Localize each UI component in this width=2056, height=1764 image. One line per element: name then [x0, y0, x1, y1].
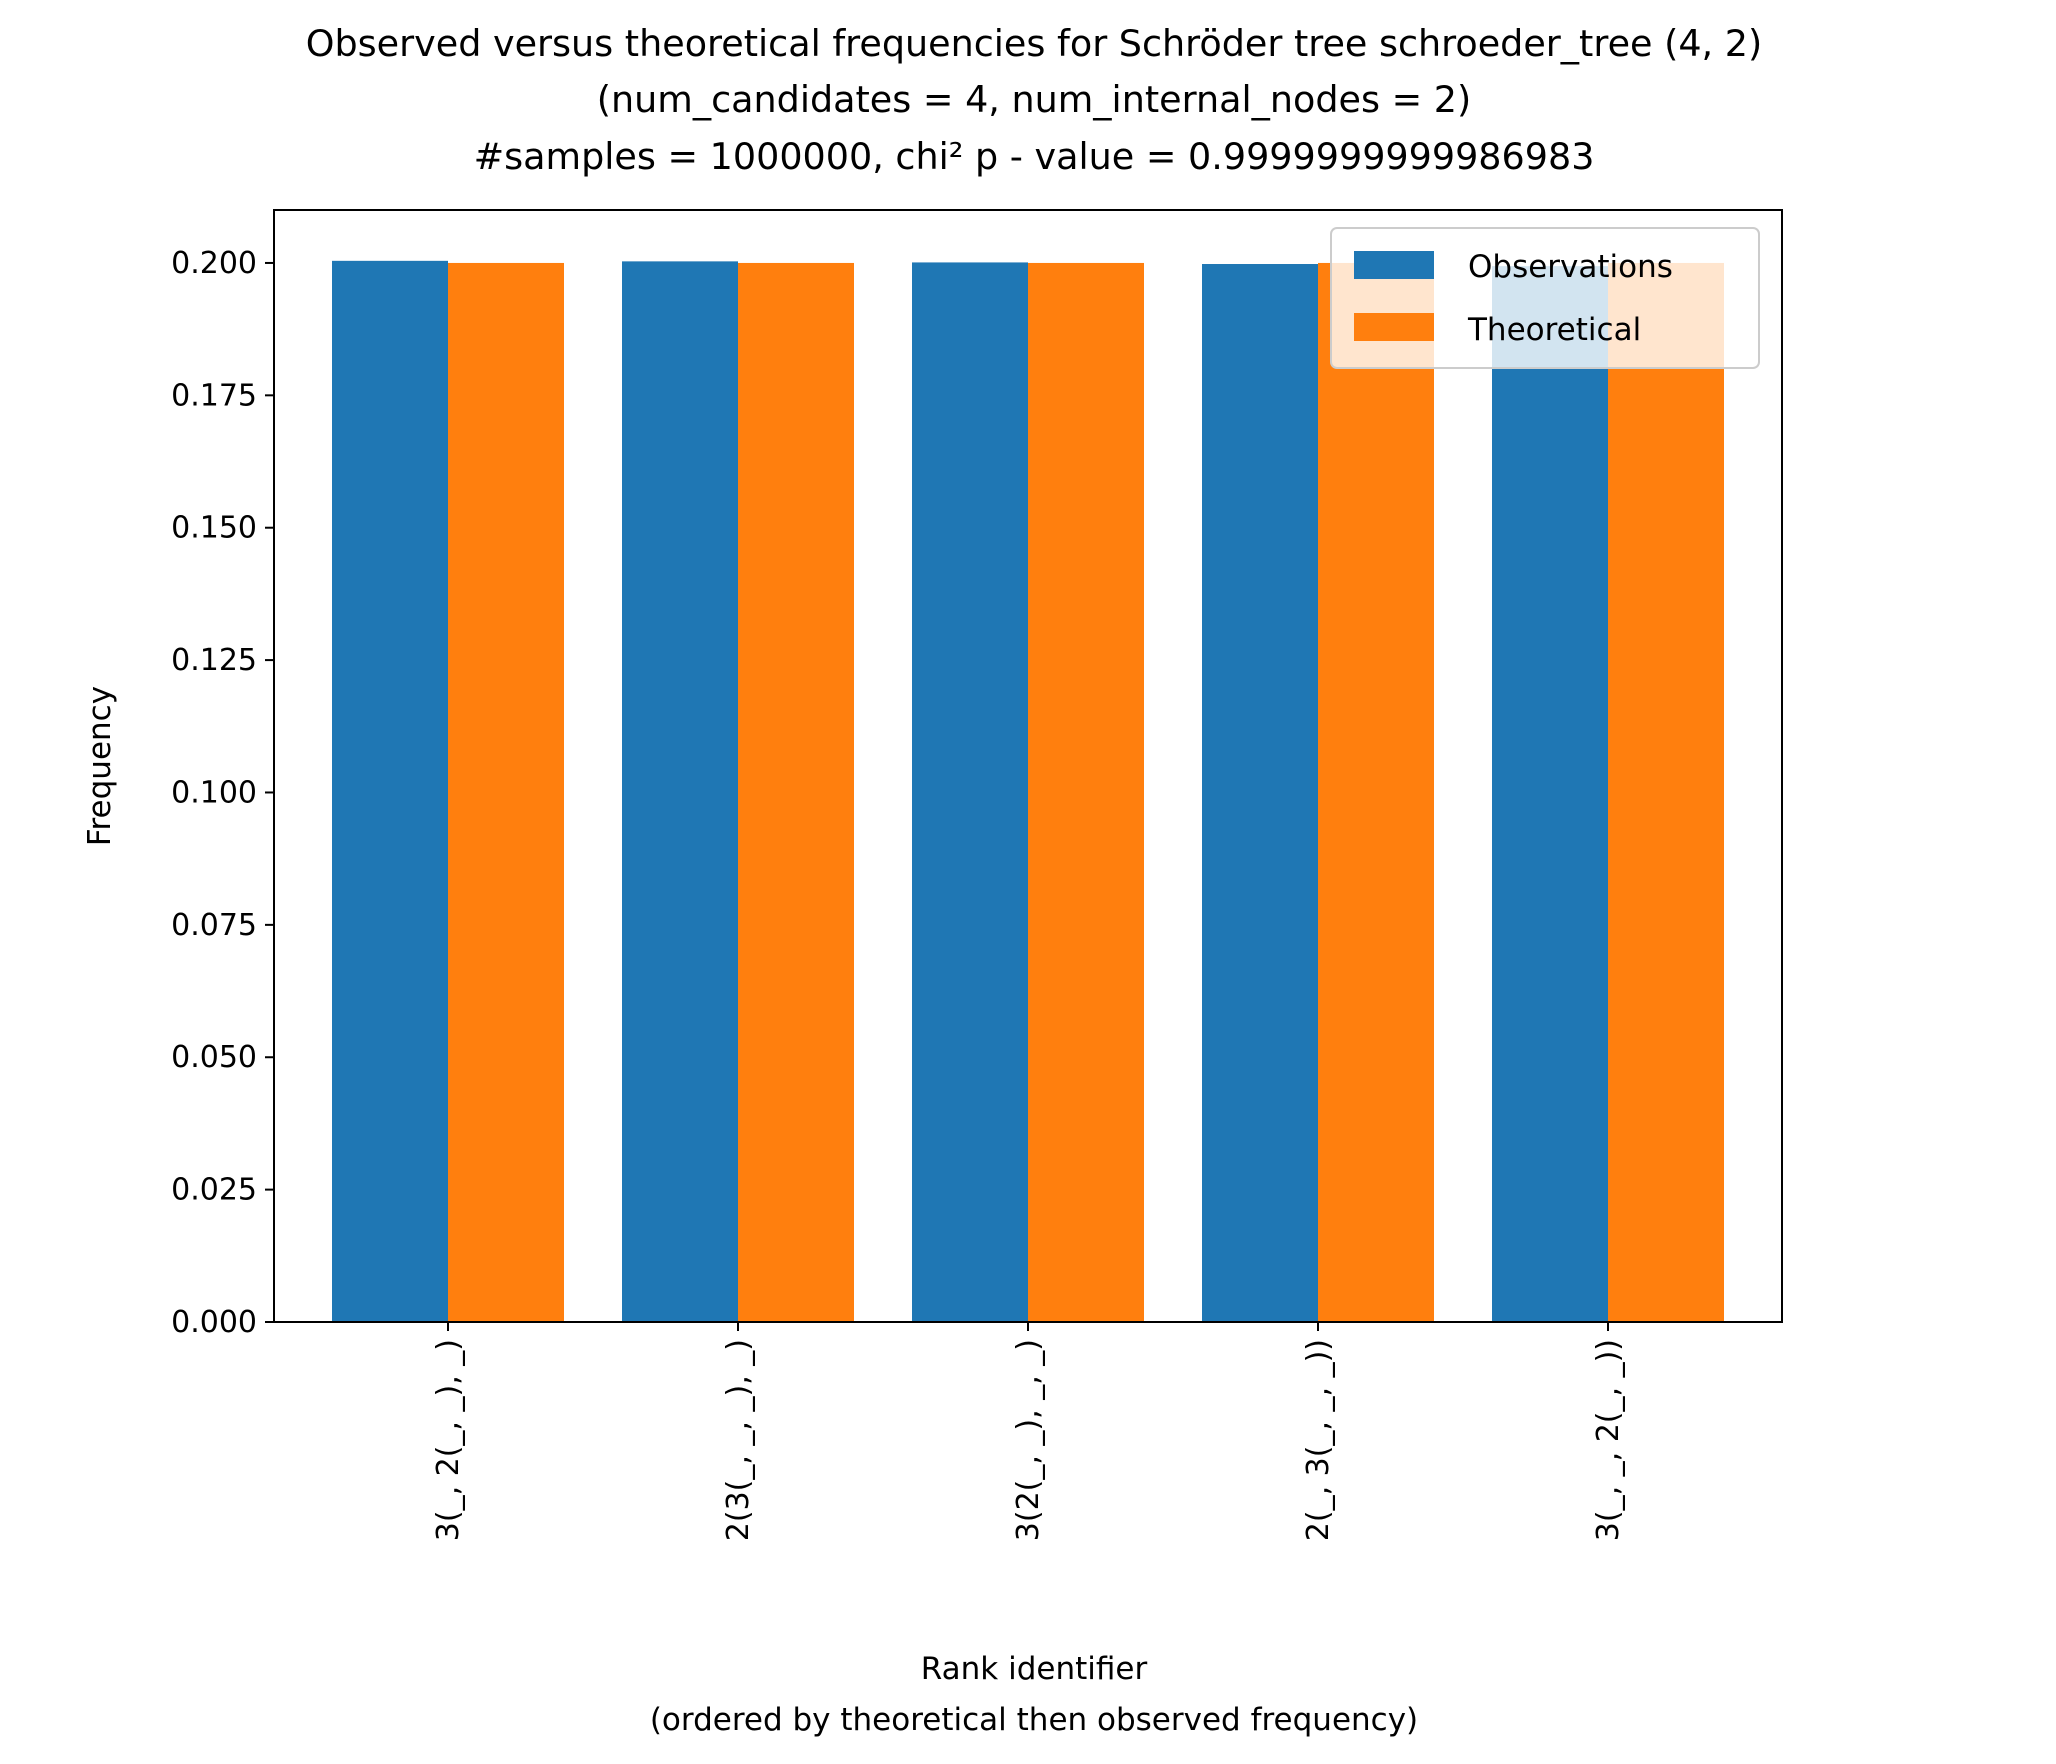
y-tick-label: 0.075 [171, 908, 257, 943]
bar-observations-2 [622, 261, 738, 1323]
y-tick-label: 0.100 [171, 775, 257, 810]
y-tick-label: 0.175 [171, 378, 257, 413]
x-tick-label: 2(3(_, _, _), _) [721, 1339, 756, 1541]
x-tick-label: 2(_, 3(_, _, _)) [1301, 1339, 1336, 1541]
y-axis-label: Frequency [82, 686, 118, 846]
bar-observations-4 [1202, 264, 1318, 1322]
bar-theoretical-2 [738, 262, 854, 1322]
legend-label-theoretical: Theoretical [1467, 312, 1641, 348]
bar-theoretical-1 [448, 262, 564, 1322]
bars [332, 260, 1724, 1323]
plot-frame [273, 209, 1783, 1323]
chart-title-line-1: Observed versus theoretical frequencies … [306, 22, 1762, 65]
legend: Observations Theoretical [1330, 227, 1760, 369]
legend-label-observations: Observations [1468, 249, 1673, 285]
bar-observations-5 [1492, 266, 1608, 1322]
x-axis-label-line-2: (ordered by theoretical then observed fr… [650, 1702, 1418, 1738]
y-axis: 0.000 0.025 0.050 0.075 0.100 0.125 0.150 0.175… [171, 246, 274, 1340]
legend-box [1330, 227, 1760, 369]
x-tick-label: 3(_, _, 2(_, _)) [1591, 1339, 1626, 1541]
chart-title-line-3: #samples = 1000000, chi² p - value = 0.9… [474, 135, 1595, 178]
bar-theoretical-4 [1318, 262, 1434, 1322]
y-tick-label: 0.150 [171, 511, 257, 546]
x-tick-label: 3(2(_, _), _, _) [1011, 1339, 1046, 1541]
y-tick-label: 0.200 [171, 246, 257, 281]
x-axis: 3(_, 2(_, _), _) 2(3(_, _, _), _) 3(2(_, _… [431, 1322, 1626, 1541]
bar-theoretical-3 [1028, 262, 1144, 1322]
bar-theoretical-5 [1608, 262, 1724, 1322]
legend-swatch-observations [1354, 251, 1434, 279]
x-tick-label: 3(_, 2(_, _), _) [431, 1339, 466, 1541]
y-tick-label: 0.125 [171, 643, 257, 678]
chart-title: Observed versus theoretical frequencies … [306, 22, 1762, 178]
y-tick-label: 0.025 [171, 1173, 257, 1208]
y-tick-label: 0.000 [171, 1305, 257, 1340]
legend-swatch-theoretical [1354, 313, 1434, 341]
bar-observations-3 [912, 262, 1028, 1322]
bar-observations-1 [332, 260, 448, 1323]
y-tick-label: 0.050 [171, 1040, 257, 1075]
x-axis-label-line-1: Rank identifier [921, 1651, 1148, 1687]
chart-title-line-2: (num_candidates = 4, num_internal_nodes … [597, 78, 1471, 121]
